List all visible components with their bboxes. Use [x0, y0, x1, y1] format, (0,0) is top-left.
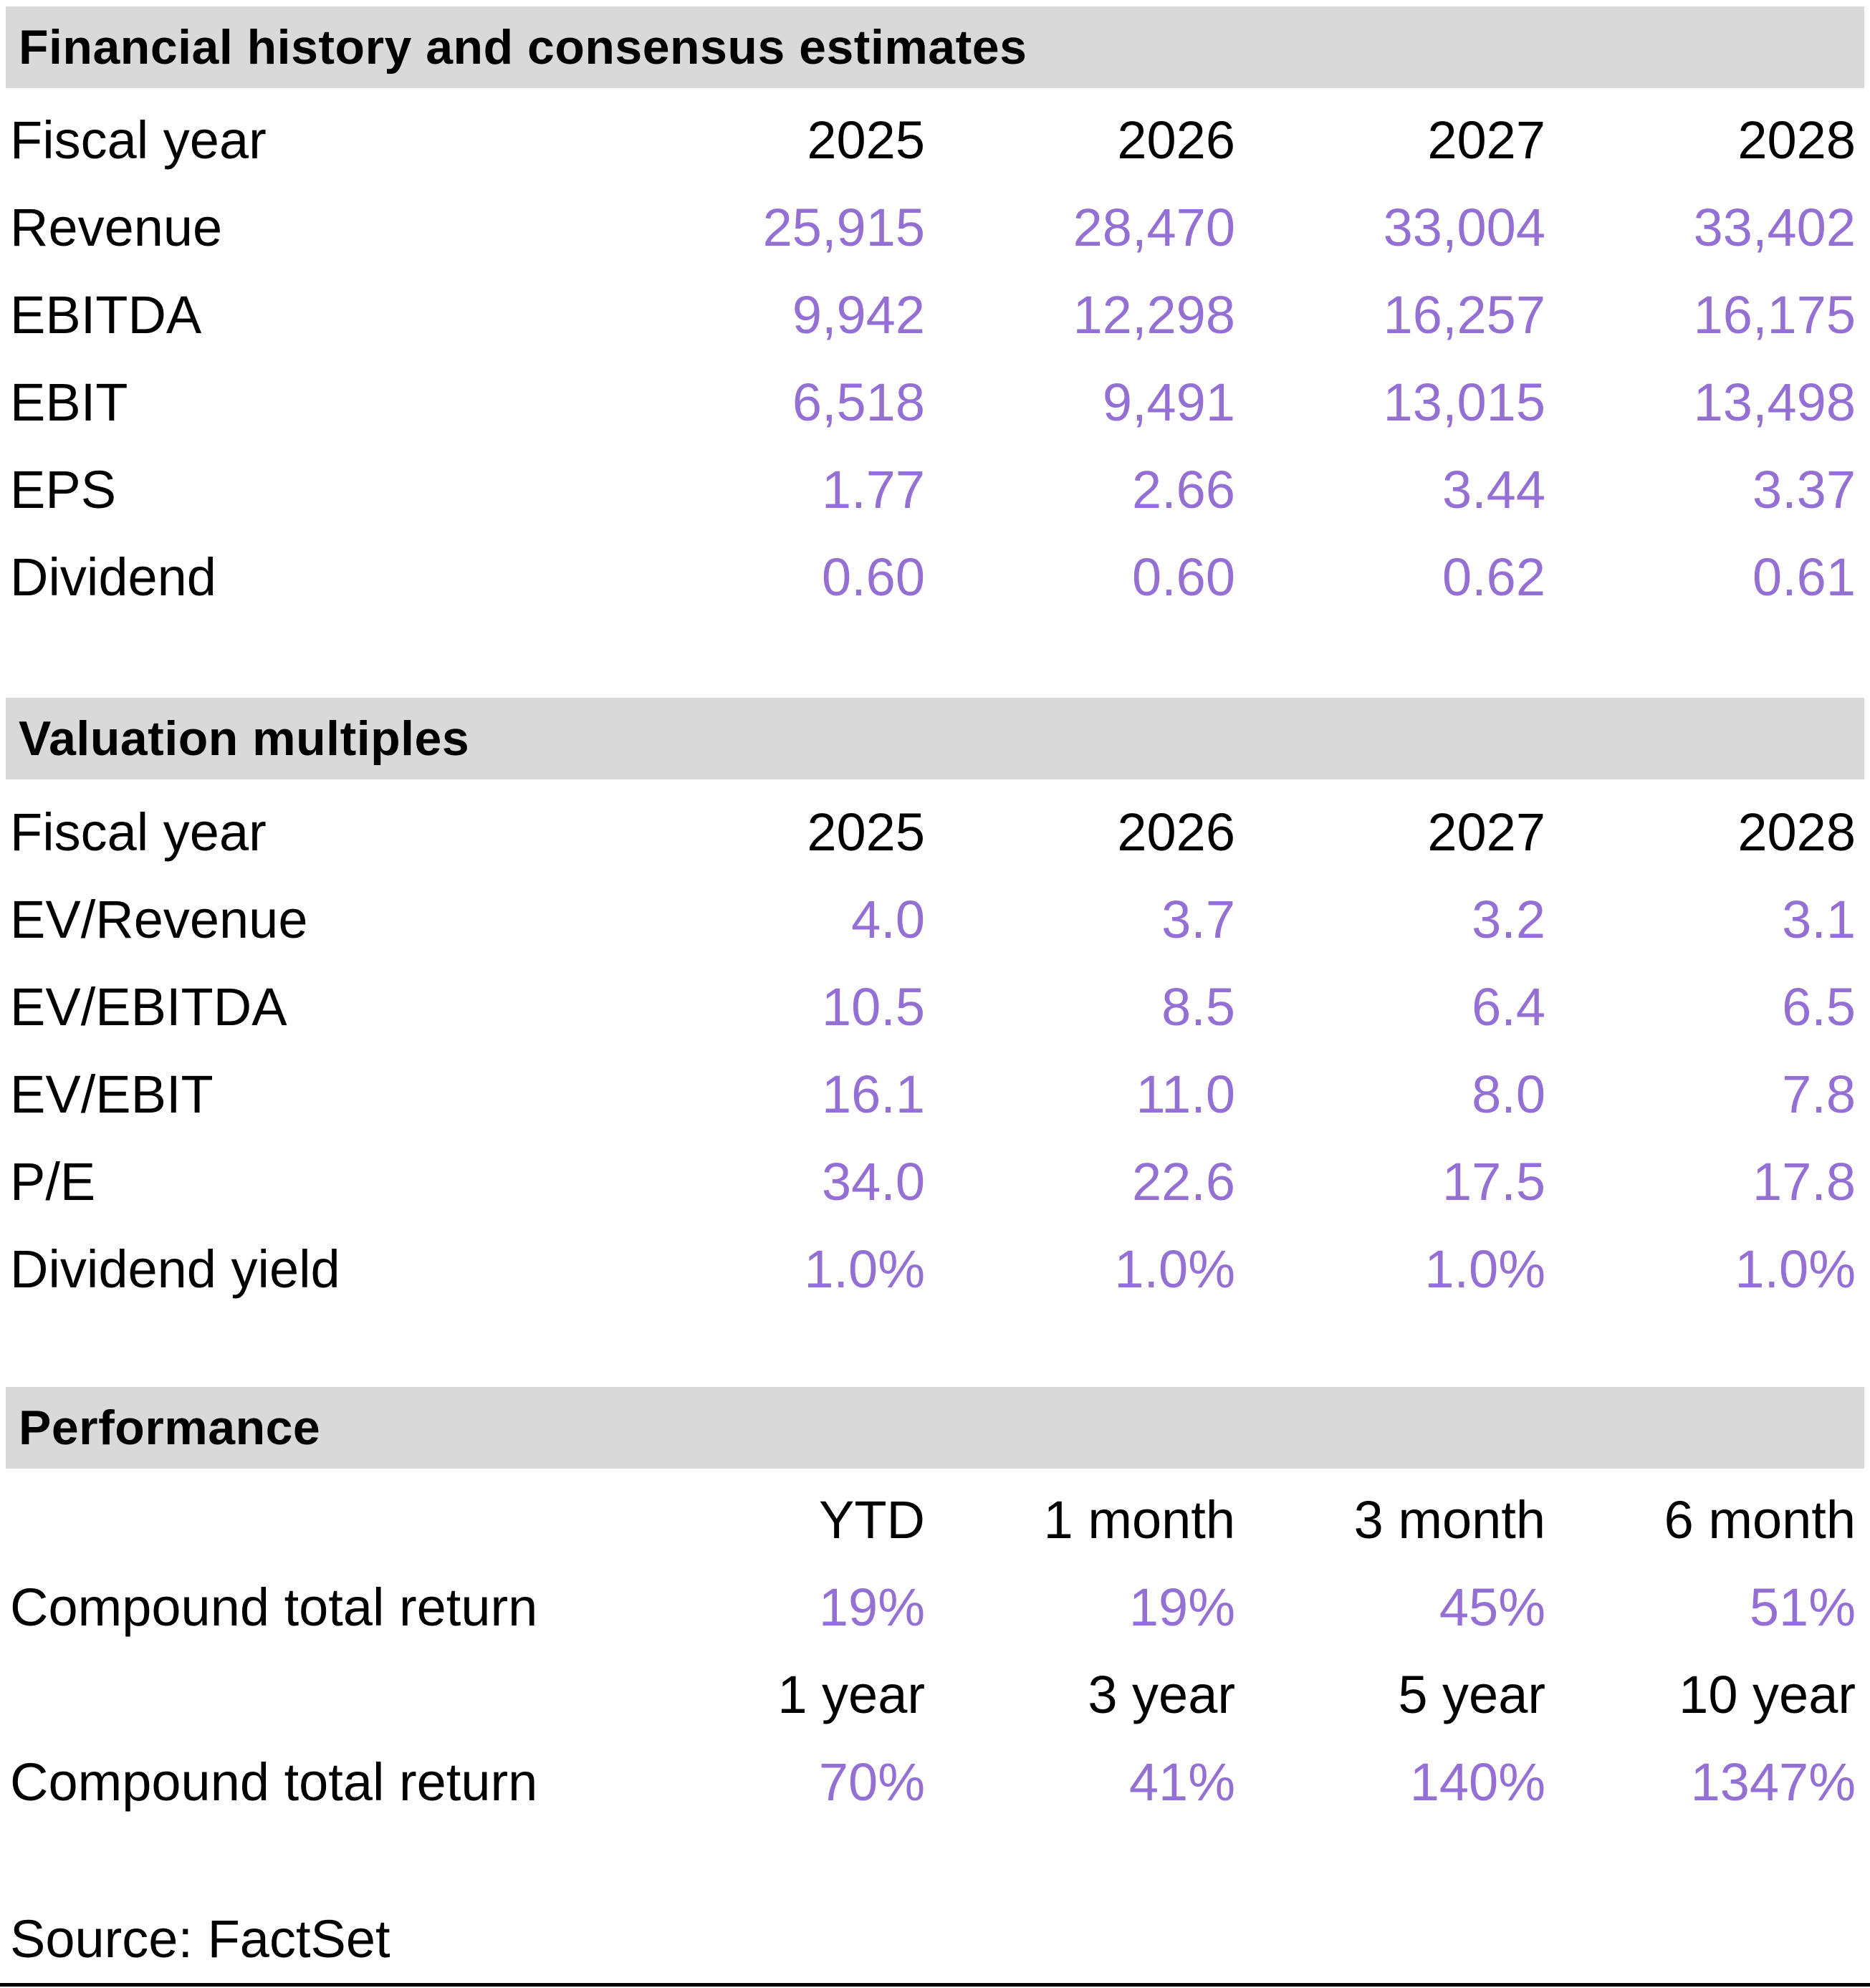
value-cell: 13,498	[1693, 372, 1856, 432]
period-header-5-year: 5 year	[1398, 1664, 1545, 1724]
section-title: Performance	[19, 1401, 321, 1455]
row-label-ev-revenue: EV/Revenue	[10, 889, 308, 949]
value-cell: 22.6	[1131, 1151, 1235, 1211]
value-cell: 1.77	[821, 459, 925, 519]
value-cell: 8.5	[1161, 976, 1235, 1037]
empty-cell	[10, 1651, 615, 1738]
value-cell: 7.8	[1782, 1064, 1856, 1124]
value-cell: 8.0	[1472, 1064, 1545, 1124]
year-header: 2025	[807, 802, 925, 862]
section-title: Financial history and consensus estimate…	[19, 20, 1027, 75]
section-header-valuation-multiples: Valuation multiples	[6, 698, 1864, 779]
source-note: Source: FactSet	[10, 1909, 390, 1969]
value-cell: 6.4	[1472, 976, 1545, 1037]
value-cell: 70%	[818, 1752, 925, 1812]
value-cell: 0.62	[1442, 547, 1545, 607]
value-cell: 10.5	[821, 976, 925, 1037]
value-cell: 1.0%	[804, 1239, 925, 1299]
performance-table: YTD 1 month 3 month 6 month Compound tot…	[0, 1476, 1870, 1825]
value-cell: 16.1	[821, 1064, 925, 1124]
value-cell: 3.37	[1752, 459, 1856, 519]
value-cell: 45%	[1439, 1577, 1545, 1637]
value-cell: 41%	[1128, 1752, 1235, 1812]
row-label-ev-ebit: EV/EBIT	[10, 1064, 214, 1124]
row-label-dividend-yield: Dividend yield	[10, 1239, 340, 1299]
period-header-ytd: YTD	[819, 1489, 925, 1550]
value-cell: 3.2	[1472, 889, 1545, 949]
period-header-6-month: 6 month	[1664, 1489, 1856, 1550]
value-cell: 19%	[818, 1577, 925, 1637]
value-cell: 140%	[1409, 1752, 1545, 1812]
value-cell: 12,298	[1073, 284, 1235, 345]
row-label-ev-ebitda: EV/EBITDA	[10, 976, 287, 1037]
value-cell: 0.61	[1752, 547, 1856, 607]
value-cell: 34.0	[821, 1151, 925, 1211]
value-cell: 9,942	[792, 284, 925, 345]
value-cell: 13,015	[1383, 372, 1545, 432]
value-cell: 0.60	[1131, 547, 1235, 607]
section-header-financial-history: Financial history and consensus estimate…	[6, 6, 1864, 88]
value-cell: 1.0%	[1424, 1239, 1545, 1299]
year-header: 2026	[1117, 802, 1235, 862]
row-label-ebitda: EBITDA	[10, 284, 202, 345]
value-cell: 6.5	[1782, 976, 1856, 1037]
year-header: 2028	[1737, 110, 1856, 170]
value-cell: 2.66	[1131, 459, 1235, 519]
period-header-1-year: 1 year	[777, 1664, 925, 1724]
row-label-dividend: Dividend	[10, 547, 216, 607]
valuation-multiples-table: Fiscal year 2025 2026 2027 2028 EV/Reven…	[0, 788, 1870, 1312]
year-header: 2026	[1117, 110, 1235, 170]
bottom-divider	[0, 1983, 1870, 1987]
year-header: 2027	[1427, 802, 1545, 862]
row-label-ebit: EBIT	[10, 372, 128, 432]
value-cell: 0.60	[821, 547, 925, 607]
row-label-pe: P/E	[10, 1151, 96, 1211]
value-cell: 25,915	[762, 197, 925, 257]
period-header-10-year: 10 year	[1679, 1664, 1856, 1724]
empty-cell	[10, 1476, 615, 1563]
value-cell: 3.1	[1782, 889, 1856, 949]
year-header: 2027	[1427, 110, 1545, 170]
fiscal-year-label: Fiscal year	[10, 110, 267, 170]
value-cell: 1347%	[1690, 1752, 1856, 1812]
value-cell: 11.0	[1136, 1064, 1235, 1124]
value-cell: 9,491	[1102, 372, 1235, 432]
row-label-eps: EPS	[10, 459, 117, 519]
period-header-1-month: 1 month	[1043, 1489, 1235, 1550]
value-cell: 3.7	[1161, 889, 1235, 949]
section-title: Valuation multiples	[19, 711, 470, 766]
financial-history-table: Fiscal year 2025 2026 2027 2028 Revenue …	[0, 96, 1870, 620]
row-label-compound-total-return: Compound total return	[10, 1752, 538, 1812]
value-cell: 17.5	[1442, 1151, 1545, 1211]
value-cell: 6,518	[792, 372, 925, 432]
value-cell: 1.0%	[1114, 1239, 1235, 1299]
value-cell: 17.8	[1752, 1151, 1856, 1211]
value-cell: 4.0	[851, 889, 925, 949]
value-cell: 19%	[1128, 1577, 1235, 1637]
value-cell: 51%	[1749, 1577, 1856, 1637]
value-cell: 1.0%	[1735, 1239, 1856, 1299]
period-header-3-year: 3 year	[1088, 1664, 1235, 1724]
year-header: 2028	[1737, 802, 1856, 862]
section-header-performance: Performance	[6, 1387, 1864, 1469]
value-cell: 3.44	[1442, 459, 1545, 519]
value-cell: 33,004	[1383, 197, 1545, 257]
value-cell: 16,257	[1383, 284, 1545, 345]
year-header: 2025	[807, 110, 925, 170]
fiscal-year-label: Fiscal year	[10, 802, 267, 862]
value-cell: 33,402	[1693, 197, 1856, 257]
value-cell: 16,175	[1693, 284, 1856, 345]
value-cell: 28,470	[1073, 197, 1235, 257]
row-label-compound-total-return: Compound total return	[10, 1577, 538, 1637]
period-header-3-month: 3 month	[1353, 1489, 1545, 1550]
row-label-revenue: Revenue	[10, 197, 223, 257]
